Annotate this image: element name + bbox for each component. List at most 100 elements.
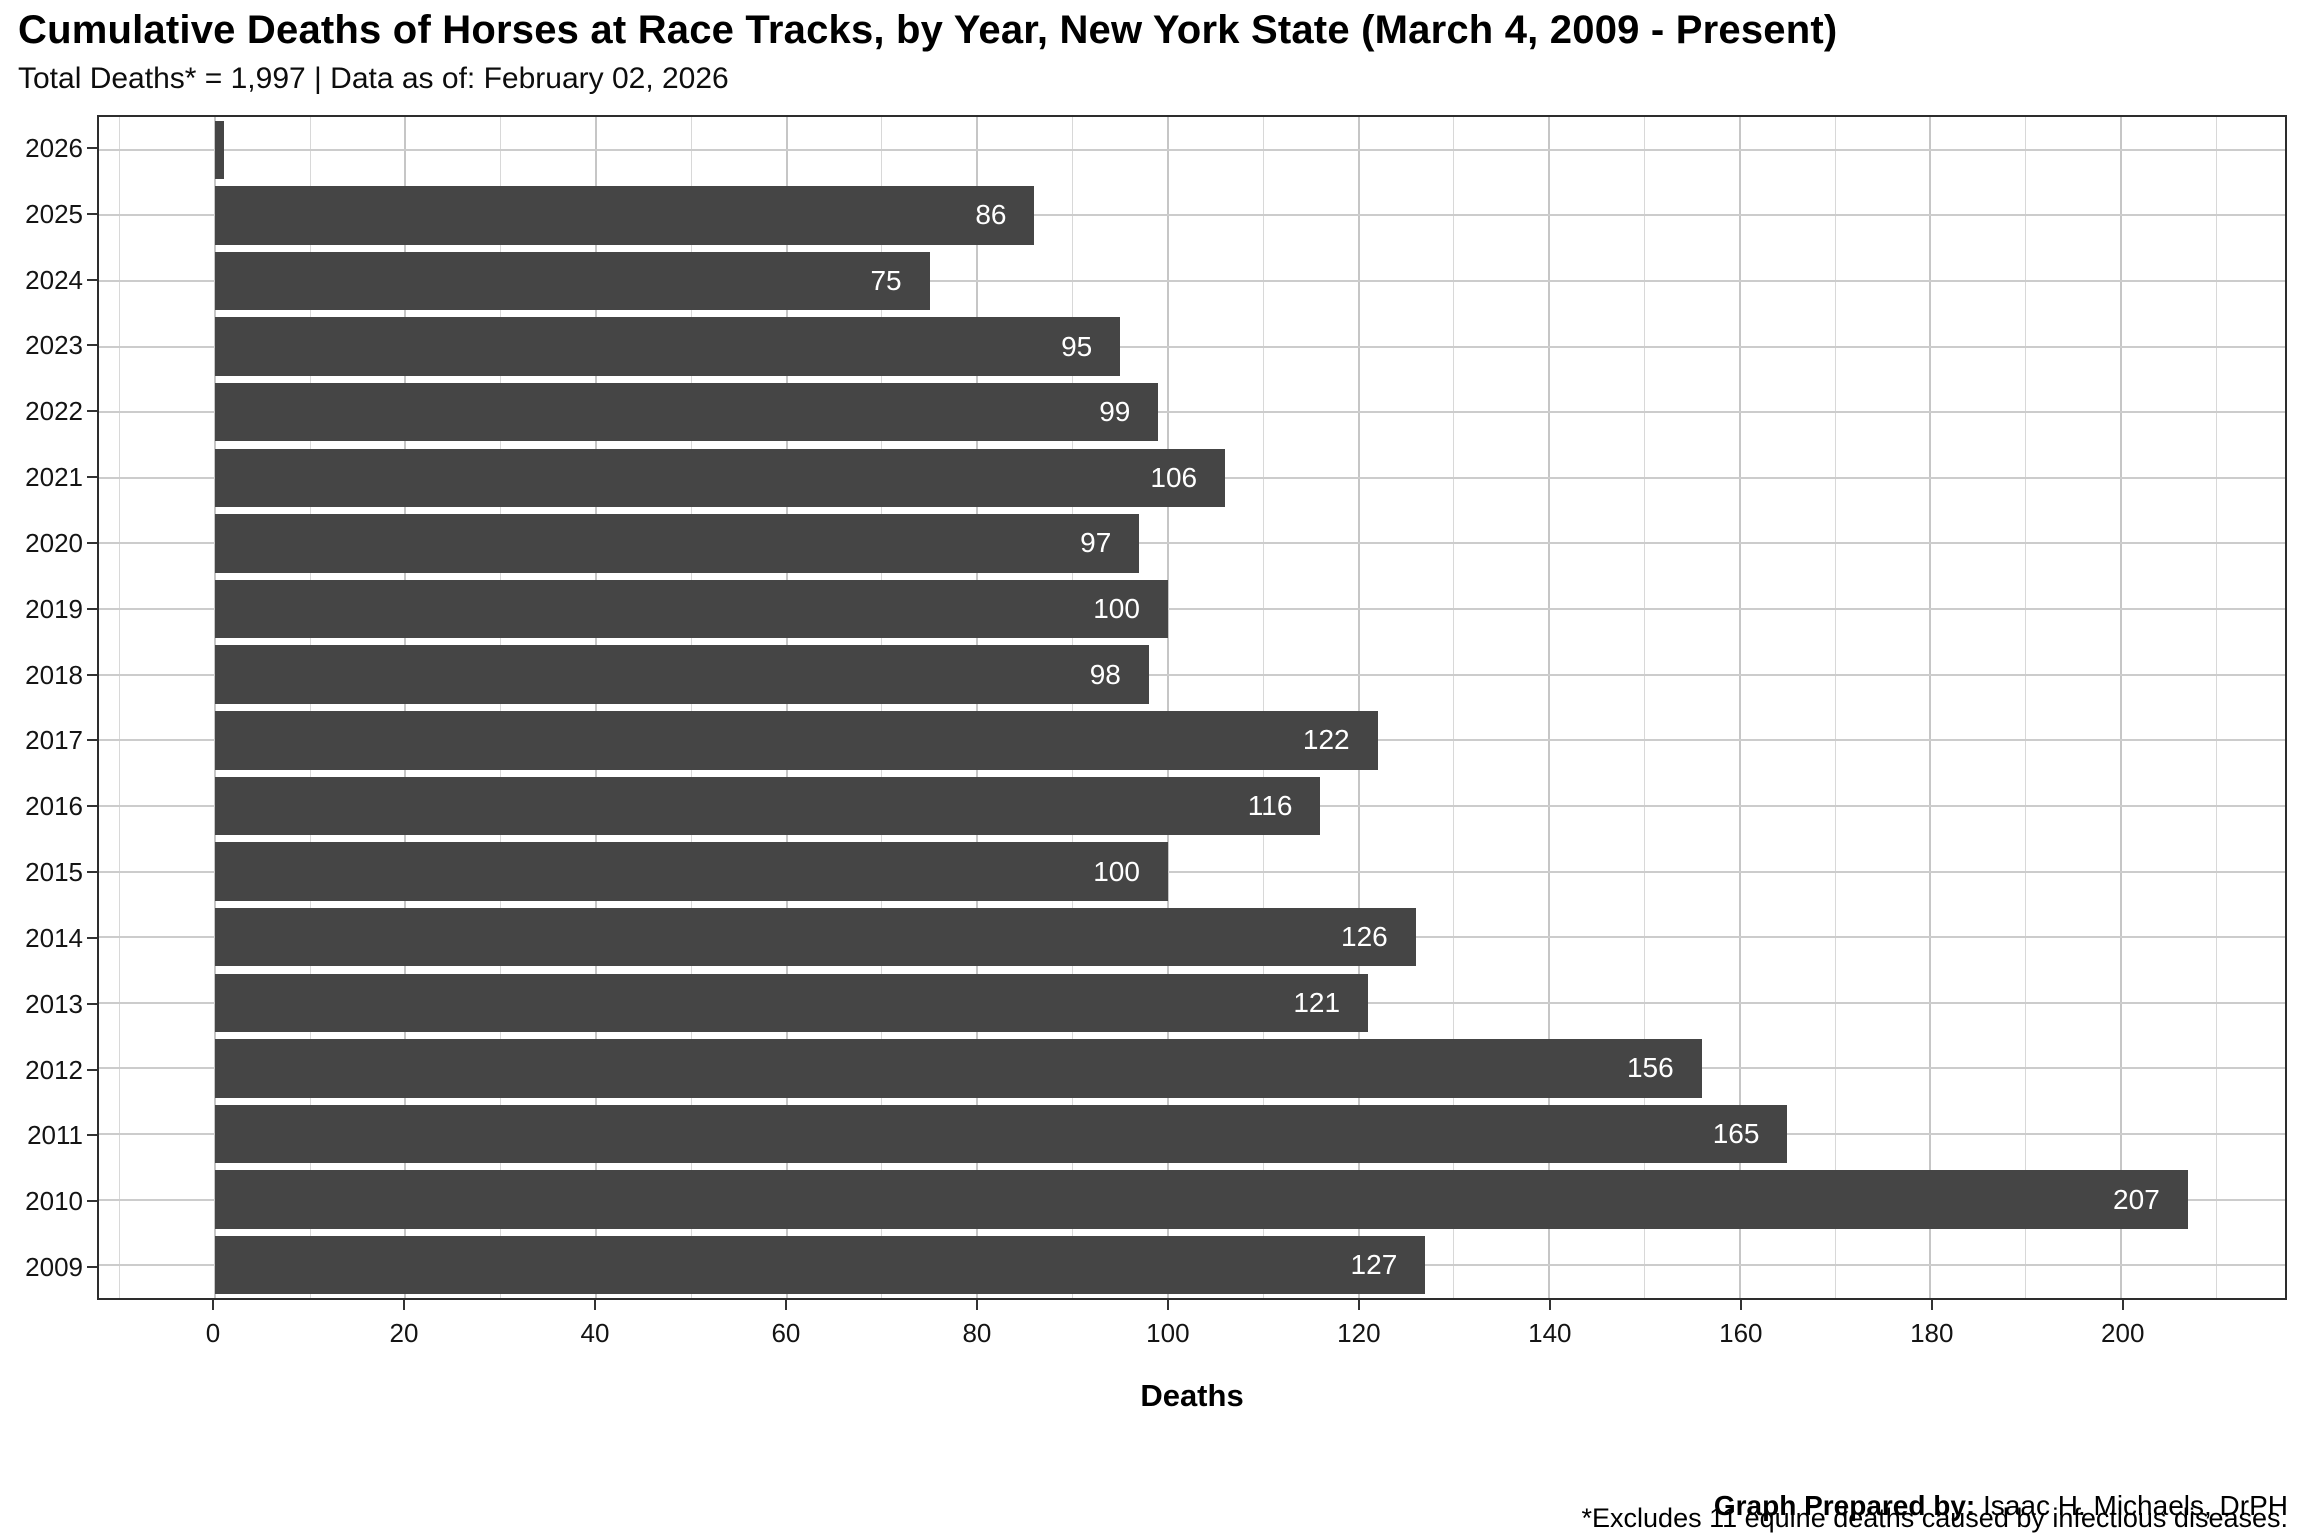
- chart-row-2012: 156: [99, 1036, 2285, 1102]
- grid-line-minor: [1643, 117, 1645, 1298]
- grid-line-major: [213, 117, 216, 1298]
- y-tick-label: 2024: [25, 264, 83, 295]
- bar-2016: 116: [214, 776, 1321, 836]
- bar-value-label: 165: [1712, 1117, 1760, 1149]
- chart-row-2018: 98: [99, 642, 2285, 708]
- y-tick-label: 2013: [25, 988, 83, 1019]
- y-tick-label: 2023: [25, 330, 83, 361]
- chart-row-2020: 97: [99, 511, 2285, 577]
- bar-value-label: 75: [870, 265, 902, 297]
- x-axis-tick: [784, 1300, 787, 1310]
- chart-row-2021: 106: [99, 445, 2285, 511]
- x-axis-tick: [975, 1300, 978, 1310]
- grid-line-row: [99, 345, 2285, 348]
- bar-value-label: 122: [1302, 724, 1350, 756]
- grid-line-row: [99, 411, 2285, 414]
- y-axis-tick: [87, 212, 97, 215]
- grid-line-major: [1929, 117, 1932, 1298]
- y-tick-label: 2025: [25, 198, 83, 229]
- bar-value-label: 207: [2113, 1183, 2160, 1215]
- x-tick-label: 20: [389, 1318, 419, 1348]
- y-axis-tick: [87, 1200, 97, 1203]
- grid-line-minor: [500, 117, 502, 1298]
- bar-value-label: 100: [1093, 593, 1140, 625]
- grid-line-minor: [1834, 117, 1836, 1298]
- grid-line-row: [99, 870, 2285, 873]
- grid-line-major: [404, 117, 407, 1298]
- bar-2018: 98: [214, 645, 1149, 704]
- footer-credits: Graph Prepared by: Isaac H. Michaels, Dr…: [1714, 1428, 2288, 1536]
- x-tick-label: 100: [1146, 1318, 1190, 1348]
- y-tick-label: 2015: [25, 857, 83, 888]
- y-axis-tick: [87, 146, 97, 149]
- grid-line-major: [1357, 117, 1360, 1298]
- x-axis-tick: [402, 1300, 405, 1310]
- prepared-by-value: Isaac H. Michaels, DrPH: [1975, 1490, 2288, 1521]
- chart-row-2010: 207: [99, 1167, 2285, 1233]
- bar-2023: 95: [214, 317, 1121, 376]
- grid-line-minor: [1072, 117, 1074, 1298]
- chart-row-2013: 121: [99, 970, 2285, 1036]
- bar-2009: 127: [214, 1235, 1426, 1295]
- footnote: *Excludes 11 equine deaths caused by inf…: [1581, 1503, 2288, 1533]
- chart-row-2019: 100: [99, 576, 2285, 642]
- bar-2024: 75: [214, 251, 930, 311]
- grid-line-row: [99, 214, 2285, 217]
- bar-2021: 106: [214, 448, 1226, 508]
- y-tick-label: 2022: [25, 396, 83, 427]
- y-axis: 2026 2025 2024 2023 2022 2021 2020 2019 2018 2017…: [0, 115, 97, 1300]
- bar-value-label: 127: [1350, 1249, 1398, 1281]
- bar-2011: 165: [214, 1104, 1788, 1164]
- x-axis: 0 20 40 60 80 100 120 140 160 180 200: [97, 1300, 2287, 1370]
- y-axis-tick: [87, 278, 97, 281]
- y-axis-tick: [87, 607, 97, 610]
- grid-line-minor: [881, 117, 883, 1298]
- x-axis-tick: [212, 1300, 215, 1310]
- x-axis-title: Deaths: [1140, 1378, 1244, 1413]
- chart-row-2025: 86: [99, 183, 2285, 249]
- y-tick-label: 2017: [25, 725, 83, 756]
- bar-rows: 86 75 95 99 106 97 100 98 122 116 100 126 121 156 165 2…: [99, 117, 2285, 1298]
- y-axis-tick: [87, 871, 97, 874]
- chart-row-2014: 126: [99, 904, 2285, 970]
- y-axis-tick: [87, 344, 97, 347]
- grid-line-row: [99, 148, 2285, 151]
- grid-line-minor: [1262, 117, 1264, 1298]
- y-tick-label: 2016: [25, 791, 83, 822]
- grid-line-minor: [690, 117, 692, 1298]
- bar-value-label: 116: [1247, 789, 1293, 821]
- bar-2025: 86: [214, 186, 1035, 245]
- bar-value-label: 106: [1150, 461, 1198, 493]
- grid-line-major: [2120, 117, 2123, 1298]
- x-axis-tick: [1166, 1300, 1169, 1310]
- grid-line-minor: [2215, 117, 2217, 1298]
- grid-line-major: [976, 117, 979, 1298]
- chart-title: Cumulative Deaths of Horses at Race Trac…: [18, 8, 1838, 52]
- y-axis-tick: [87, 739, 97, 742]
- y-axis-tick: [87, 1134, 97, 1137]
- plot-panel: 86 75 95 99 106 97 100 98 122 116 100 126 121 156 165 2…: [97, 115, 2287, 1300]
- chart-row-2016: 116: [99, 773, 2285, 839]
- y-tick-label: 2018: [25, 659, 83, 690]
- x-axis-tick: [1357, 1300, 1360, 1310]
- x-tick-label: 60: [771, 1318, 801, 1348]
- y-axis-tick: [87, 1002, 97, 1005]
- grid-line-major: [785, 117, 788, 1298]
- y-tick-label: 2019: [25, 593, 83, 624]
- x-tick-label: 180: [1910, 1318, 1954, 1348]
- chart-row-2022: 99: [99, 379, 2285, 445]
- prepared-by-line: Graph Prepared by: Isaac H. Michaels, Dr…: [1714, 1490, 2288, 1521]
- bar-2010: 207: [214, 1170, 2188, 1229]
- bar-2015: 100: [214, 842, 1168, 901]
- x-tick-label: 160: [1719, 1318, 1763, 1348]
- chart-row-2009: 127: [99, 1232, 2285, 1298]
- y-tick-label: 2026: [25, 132, 83, 163]
- y-axis-tick: [87, 673, 97, 676]
- chart-row-2015: 100: [99, 839, 2285, 905]
- x-tick-label: 40: [580, 1318, 610, 1348]
- grid-line-major: [595, 117, 598, 1298]
- chart-subtitle: Total Deaths* = 1,997 | Data as of: Febr…: [18, 62, 729, 95]
- y-axis-tick: [87, 541, 97, 544]
- prepared-by-label: Graph Prepared by:: [1713, 1490, 1976, 1521]
- grid-line-minor: [118, 117, 120, 1298]
